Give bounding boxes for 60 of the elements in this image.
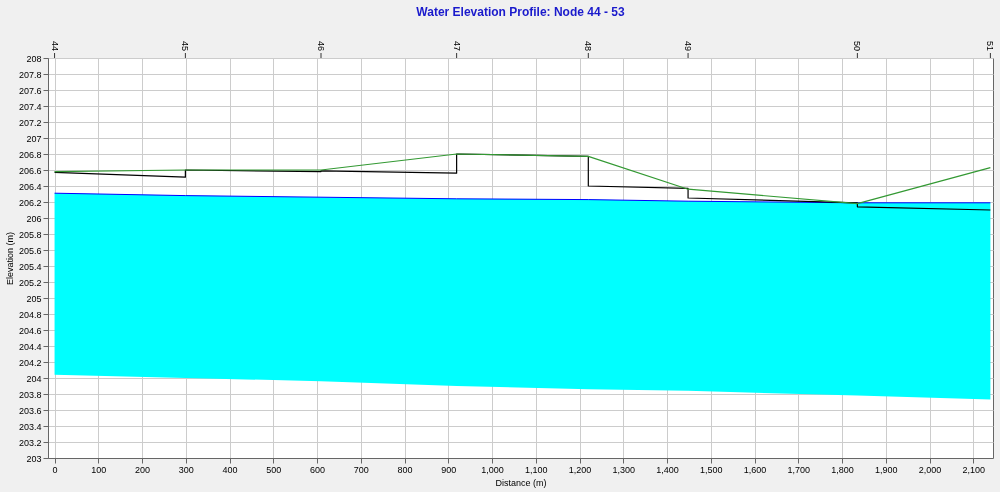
x-tick-label: 1,600 [743,464,767,475]
text: 45 [180,40,191,51]
y-tick-label: 206.8 [18,149,42,160]
text: 51 [985,40,996,51]
y-tick-label: 205.2 [18,277,42,288]
x-tick-label: 800 [397,464,413,475]
y-tick-label: 207.4 [18,101,42,112]
x-tick-label: 2,100 [962,464,986,475]
x-axis-title: Distance (m) [495,477,547,488]
y-tick-label: 203.6 [18,405,42,416]
x-tick-label: 100 [91,464,107,475]
y-tick-label: 207.8 [18,69,42,80]
text: 44 [49,40,60,51]
chart-title: Water Elevation Profile: Node 44 - 53 [416,4,625,19]
x-tick-label: 1,300 [612,464,636,475]
y-tick-label: 208 [26,53,42,64]
x-tick-label: 1,500 [700,464,723,475]
y-tick-label: 206.6 [18,165,42,176]
y-tick-label: 204.4 [18,341,42,352]
y-axis-title: Elevation (m) [4,231,15,286]
y-tick-label: 207.6 [18,85,42,96]
line-series [54,192,991,204]
text: 49 [683,40,694,51]
y-tick-label: 206.2 [18,197,42,208]
y-tick-label: 204.8 [18,309,42,320]
x-tick-label: 1,800 [831,464,854,475]
y-tick-label: 203 [26,453,42,464]
x-tick-label: 0 [52,464,58,475]
x-tick-label: 300 [178,464,194,475]
y-tick-label: 204 [26,373,42,384]
x-tick-label: 1,100 [525,464,548,475]
text: 48 [583,40,594,51]
x-tick-label: 1,700 [787,464,811,475]
x-tick-label: 200 [135,464,151,475]
y-tick-label: 205.8 [18,229,42,240]
y-tick-label: 206.4 [18,181,42,192]
y-tick-label: 203.8 [18,389,42,400]
x-tick-label: 900 [441,464,457,475]
y-tick-label: 203.4 [18,421,42,432]
x-tick-label: 2,000 [918,464,942,475]
text: 46 [316,40,326,51]
y-tick-label: 205.6 [18,245,42,256]
text: 47 [451,40,462,51]
x-tick-label: 1,000 [481,464,504,475]
x-tick-label: 1,900 [875,464,898,475]
text: 50 [852,40,863,51]
x-tick-label: 1,200 [568,464,592,475]
x-tick-label: 500 [266,464,282,475]
x-tick-label: 1,400 [656,464,679,475]
y-tick-label: 207.2 [18,117,42,128]
x-tick-label: 700 [353,464,369,475]
y-tick-label: 205.4 [18,261,42,272]
y-tick-label: 206 [26,213,42,224]
y-tick-label: 204.6 [18,325,42,336]
y-tick-label: 207 [26,133,42,144]
x-tick-label: 600 [310,464,326,475]
x-tick-label: 400 [222,464,238,475]
y-tick-label: 205 [26,293,42,304]
y-tick-label: 204.2 [18,357,42,368]
y-tick-label: 203.2 [18,437,42,448]
